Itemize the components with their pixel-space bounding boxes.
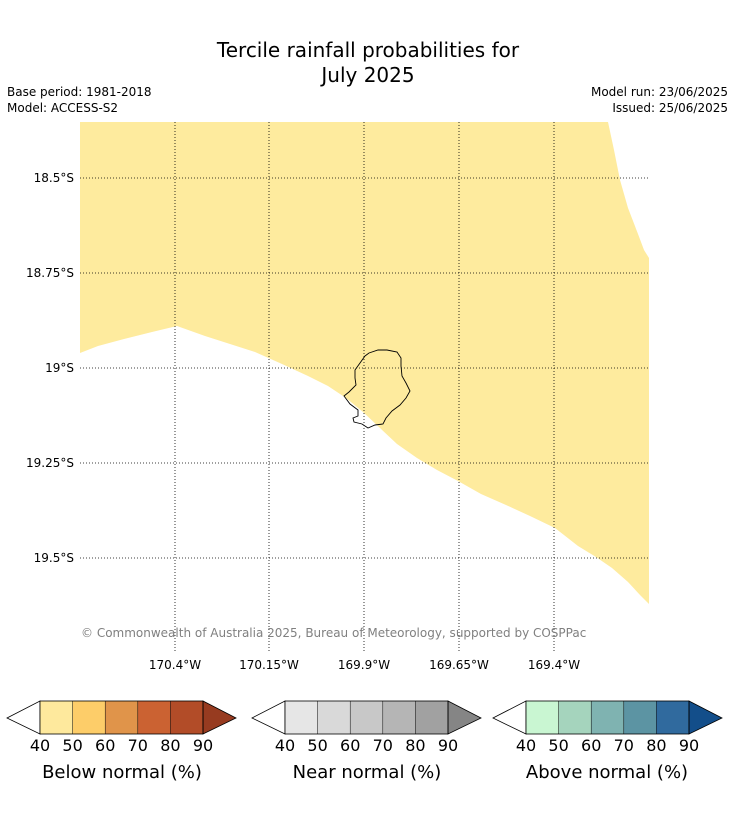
legend-below-label: Below normal (%) (42, 762, 202, 783)
issued-date: Issued: 25/06/2025 (612, 101, 728, 115)
colorbar-above-bin-70 (623, 701, 657, 734)
map-title: Tercile rainfall probabilities for July … (0, 38, 736, 88)
tick: 60 (340, 736, 361, 755)
meta-right: Model run: 23/06/2025 Issued: 25/06/2025 (591, 84, 728, 116)
colorbar-near-bin-40 (285, 701, 318, 734)
tick: 40 (29, 736, 51, 755)
model-run: Model run: 23/06/2025 (590, 85, 728, 99)
colorbar-near-arrow-right (447, 700, 482, 735)
base-period: Base period: 1981-2018 (7, 85, 152, 99)
copyright-notice: © Commonwealth of Australia 2025, Bureau… (81, 626, 587, 640)
colorbar-near-bin-60 (350, 701, 383, 734)
tick: 60 (581, 736, 602, 755)
tick: 80 (405, 736, 426, 755)
lat-label-18-75: 18.75°S (26, 266, 74, 280)
colorbar-below-bin-70 (137, 701, 171, 734)
lat-label-19-5: 19.5°S (33, 551, 74, 565)
below-normal-region (80, 122, 649, 604)
colorbar-below-arrow-right (202, 700, 237, 735)
colorbar-below-ticks: 40 50 60 70 80 90 (6, 736, 238, 755)
tick: 40 (274, 736, 296, 755)
tick: 90 (192, 736, 214, 755)
tick: 50 (62, 736, 83, 755)
colorbar-near (251, 700, 482, 735)
legend-below: 40 50 60 70 80 90 (6, 700, 238, 755)
colorbar-above-arrow-left (492, 700, 527, 735)
title-line-2: July 2025 (321, 63, 415, 87)
colorbar-above-ticks: 40 50 60 70 80 90 (492, 736, 724, 755)
tick: 70 (372, 736, 393, 755)
lon-label-170-4: 170.4°W (148, 658, 202, 672)
colorbar-near-bin-50 (317, 701, 351, 734)
legend-near: 40 50 60 70 80 90 (251, 700, 483, 755)
tick: 80 (160, 736, 181, 755)
legend-above: 40 50 60 70 80 90 (492, 700, 724, 755)
gridlines (80, 122, 649, 653)
tick: 40 (515, 736, 537, 755)
meta-left: Base period: 1981-2018 Model: ACCESS-S2 (7, 84, 152, 116)
colorbar-near-bin-80 (415, 701, 448, 734)
tick: 70 (613, 736, 634, 755)
legend-above-label: Above normal (%) (525, 762, 689, 783)
tick: 90 (678, 736, 700, 755)
lon-label-169-4: 169.4°W (527, 658, 581, 672)
tick: 60 (95, 736, 116, 755)
lon-label-169-9: 169.9°W (337, 658, 391, 672)
lat-label-19: 19°S (45, 361, 74, 375)
legend-near-label: Near normal (%) (292, 762, 442, 783)
colorbar-below (6, 700, 237, 735)
lon-label-169-65: 169.65°W (429, 658, 489, 672)
tick: 80 (646, 736, 667, 755)
tick: 50 (307, 736, 328, 755)
lon-label-170-15: 170.15°W (239, 658, 299, 672)
colorbar-below-bin-50 (72, 701, 106, 734)
map-panel (80, 122, 649, 653)
colorbar-below-bin-80 (170, 701, 203, 734)
tick: 70 (127, 736, 148, 755)
colorbar-near-bin-70 (382, 701, 416, 734)
model-name: Model: ACCESS-S2 (7, 101, 119, 115)
colorbar-below-bin-40 (40, 701, 73, 734)
colorbar-above-arrow-right (688, 700, 723, 735)
colorbar-below-bin-60 (105, 701, 138, 734)
colorbar-near-ticks: 40 50 60 70 80 90 (251, 736, 483, 755)
colorbar-above-bin-60 (591, 701, 624, 734)
tick: 90 (437, 736, 459, 755)
colorbar-near-arrow-left (251, 700, 286, 735)
lat-label-19-25: 19.25°S (26, 456, 74, 470)
lat-label-18-5: 18.5°S (33, 171, 74, 185)
colorbar-above-bin-50 (558, 701, 592, 734)
tick: 50 (548, 736, 569, 755)
niue-island-outline (343, 349, 411, 429)
colorbar-below-arrow-left (6, 700, 41, 735)
title-line-1: Tercile rainfall probabilities for (216, 38, 520, 62)
colorbar-above-bin-40 (526, 701, 559, 734)
colorbar-above (492, 700, 723, 735)
colorbar-above-bin-80 (656, 701, 689, 734)
